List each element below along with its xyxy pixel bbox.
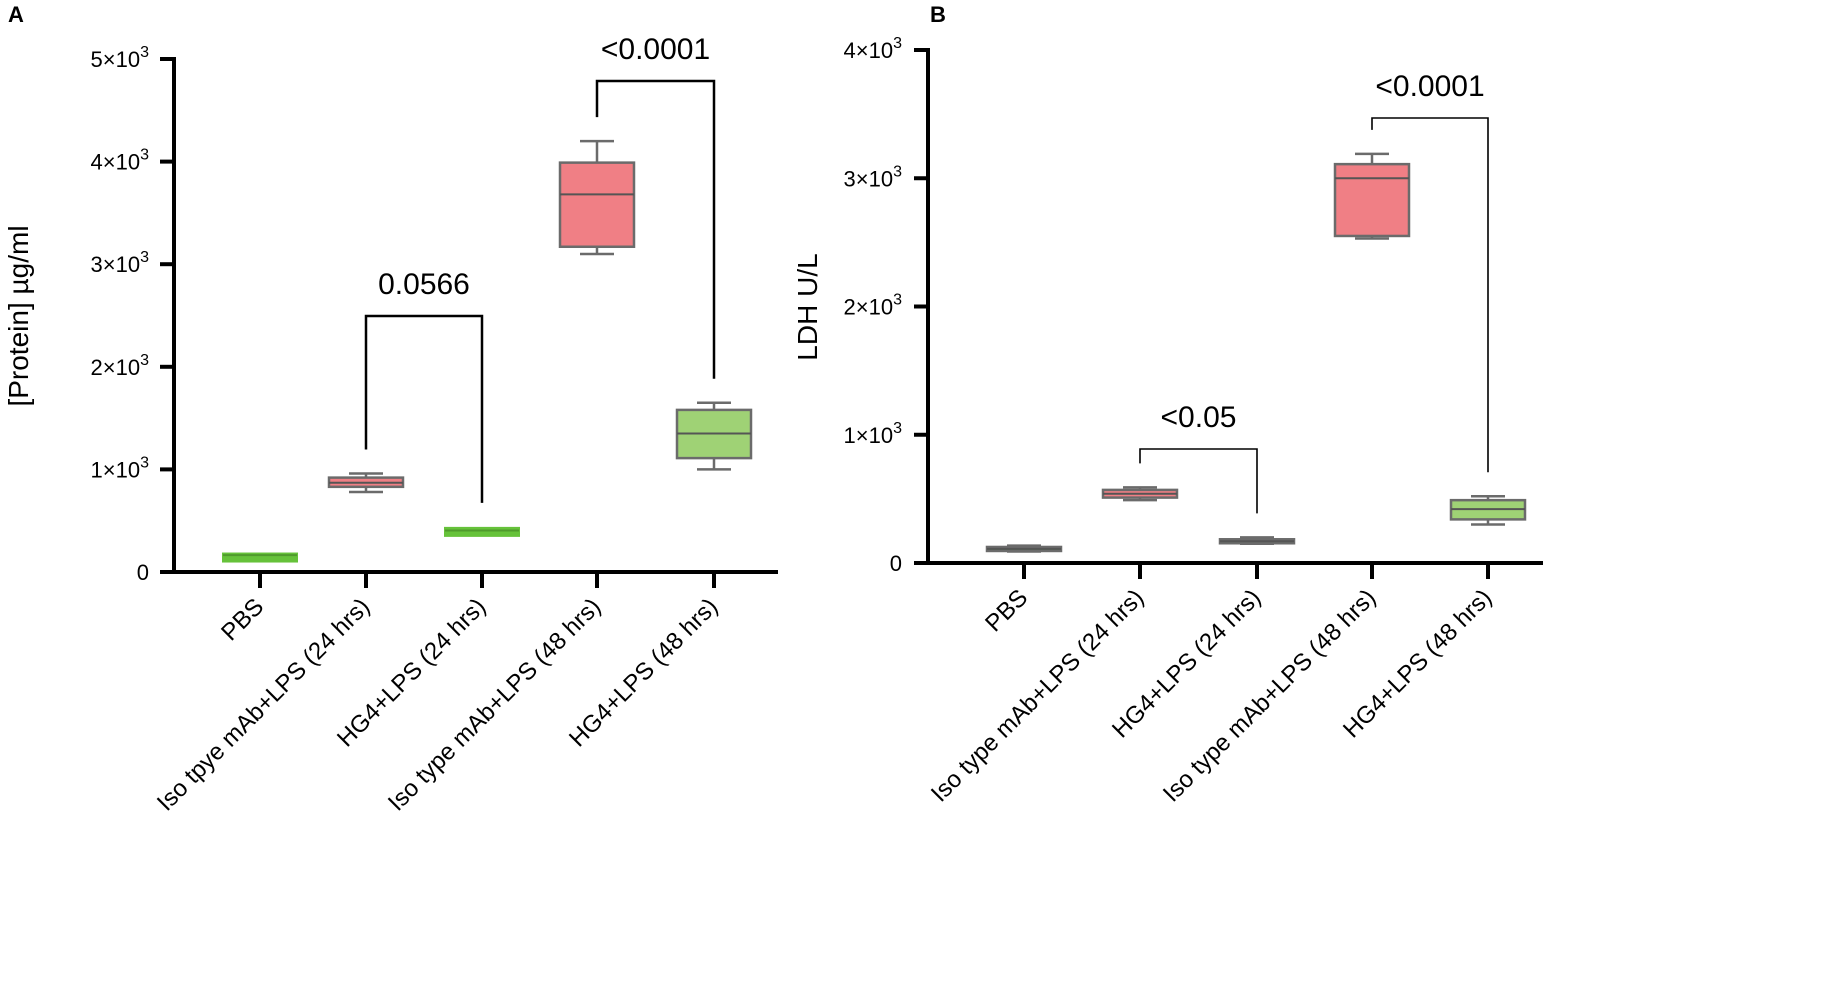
significance-bracket-1: <0.05 [1139,401,1258,514]
p-value-label: 0.0566 [378,268,470,301]
y-tick-label: 1×103 [844,420,903,448]
box-plot-3 [1218,536,1296,546]
y-tick-label: 0 [137,560,149,585]
panel-letter: B [930,2,946,27]
y-axis-title: LDH U/L [792,253,823,360]
y-tick-label: 3×103 [844,163,903,191]
y-tick-label: 3×103 [91,249,150,277]
significance-bracket-2: <0.0001 [1371,70,1489,473]
p-value-label: <0.0001 [601,33,710,66]
bracket-line [1371,117,1489,473]
panel-letter: A [8,2,24,27]
y-tick-label: 4×103 [91,147,150,175]
bracket-line [364,314,484,503]
box-plot-2 [1101,486,1179,502]
y-tick-label: 0 [890,551,902,576]
box-body [444,526,520,537]
x-category-label: Iso type mAb+LPS (24 hrs) [926,584,1149,807]
box-plot-5 [1449,495,1527,526]
y-tick-label: 2×103 [91,352,150,380]
significance-bracket-2: <0.0001 [595,33,716,379]
significance-bracket-1: 0.0566 [364,268,484,503]
bracket-line [1139,448,1258,514]
box-body [1333,162,1411,238]
panel-a: A 0 1×103 2×103 3×103 4×103 5×103 [Protein] µg/… [3,2,778,816]
x-category-label: Iso type mAb+LPS (48 hrs) [383,593,606,816]
y-tick-label: 5×103 [91,44,150,72]
y-tick-label: 4×103 [844,35,903,63]
p-value-label: <0.05 [1161,401,1237,434]
bracket-line [595,79,716,379]
box-plot-5 [675,401,753,471]
x-category-label: PBS [216,593,269,646]
p-value-label: <0.0001 [1375,70,1484,103]
box-plot-4 [1333,152,1411,240]
box-plot-1 [985,544,1063,553]
y-tick-label: 1×103 [91,454,150,482]
box-body [558,161,636,249]
x-category-label: Iso tpye mAb+LPS (24 hrs) [152,593,375,816]
box-plot-1 [222,552,298,563]
box-plot-3 [444,526,520,537]
box-plot-4 [558,139,636,256]
x-category-label: PBS [980,584,1033,637]
x-category-label: Iso type mAb+LPS (48 hrs) [1158,584,1381,807]
y-axis-title: [Protein] µg/ml [3,225,34,406]
box-body [222,552,298,563]
box-plot-2 [327,472,405,494]
y-tick-label: 2×103 [844,292,903,320]
